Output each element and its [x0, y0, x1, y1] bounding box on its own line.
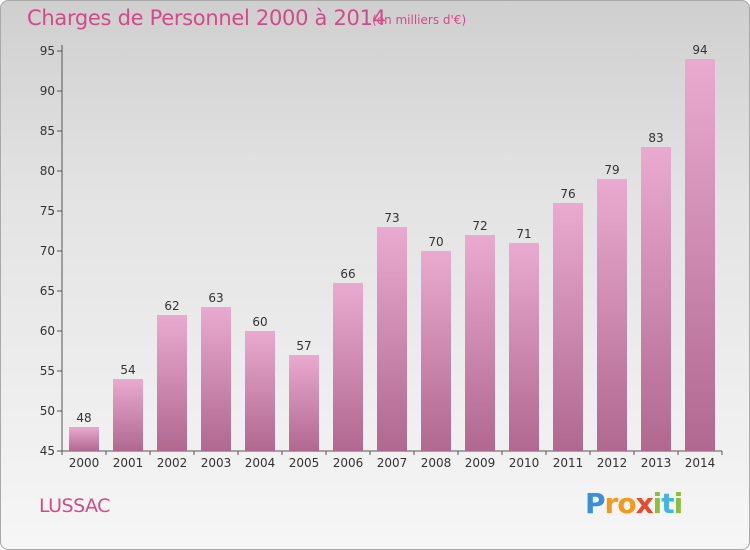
y-tick-label: 60: [40, 324, 55, 338]
data-label: 60: [252, 315, 267, 329]
chart-title: Charges de Personnel 2000 à 2014: [27, 6, 386, 30]
bar: [201, 307, 231, 451]
bar: [597, 179, 627, 451]
logo-letter: x: [635, 487, 654, 520]
logo-letter: o: [617, 487, 636, 520]
proxiti-logo[interactable]: Proxiti: [585, 487, 684, 520]
bar: [333, 283, 363, 451]
bar: [509, 243, 539, 451]
bar: [553, 203, 583, 451]
x-tick-label: 2009: [465, 456, 496, 470]
x-tick-label: 2002: [157, 456, 188, 470]
axes: 45 50 55 60 65 70 75 80 85 90 95 2000 2001 2002 2003 20…: [40, 44, 723, 470]
y-tick-label: 85: [40, 124, 55, 138]
bar: [465, 235, 495, 451]
y-tick-label: 75: [40, 204, 55, 218]
data-label: 54: [120, 363, 135, 377]
bar: [69, 427, 99, 451]
data-label: 48: [76, 411, 91, 425]
bar: [289, 355, 319, 451]
data-label: 57: [296, 339, 311, 353]
x-tick-label: 2006: [333, 456, 364, 470]
bar: [685, 59, 715, 451]
y-tick-label: 45: [40, 444, 55, 458]
data-label: 76: [560, 187, 575, 201]
value-labels: 48 54 62 63 60 57 66 73 70 72 71 76 79 83 94: [76, 43, 707, 425]
bar: [641, 147, 671, 451]
y-tick-label: 55: [40, 364, 55, 378]
x-tick-label: 2010: [509, 456, 540, 470]
bar: [377, 227, 407, 451]
data-label: 63: [208, 291, 223, 305]
data-label: 72: [472, 219, 487, 233]
bars: [69, 59, 715, 451]
bar: [421, 251, 451, 451]
y-tick-label: 90: [40, 84, 55, 98]
x-tick-label: 2012: [597, 456, 628, 470]
data-label: 66: [340, 267, 355, 281]
x-tick-label: 2013: [641, 456, 672, 470]
x-tick-label: 2007: [377, 456, 408, 470]
logo-letter: P: [585, 487, 606, 520]
y-tick-label: 70: [40, 244, 55, 258]
data-label: 79: [604, 163, 619, 177]
y-tick-label: 50: [40, 404, 55, 418]
logo-letter: t: [661, 487, 674, 520]
x-tick-label: 2014: [685, 456, 716, 470]
logo-letter: i: [673, 487, 684, 520]
x-tick-label: 2004: [245, 456, 276, 470]
x-tick-label: 2008: [421, 456, 452, 470]
data-label: 73: [384, 211, 399, 225]
town-name: LUSSAC: [39, 495, 110, 517]
data-label: 94: [692, 43, 707, 57]
x-tick-label: 2001: [113, 456, 144, 470]
y-tick-label: 80: [40, 164, 55, 178]
logo-letter: i: [652, 487, 663, 520]
bar: [245, 331, 275, 451]
data-label: 62: [164, 299, 179, 313]
x-tick-label: 2005: [289, 456, 320, 470]
x-tick-label: 2003: [201, 456, 232, 470]
logo-letter: r: [604, 487, 619, 520]
data-label: 70: [428, 235, 443, 249]
chart-subtitle: (en milliers d'€): [372, 13, 467, 27]
y-tick-label: 65: [40, 284, 55, 298]
bar: [157, 315, 187, 451]
x-tick-label: 2011: [553, 456, 584, 470]
data-label: 83: [648, 131, 663, 145]
data-label: 71: [516, 227, 531, 241]
bar: [113, 379, 143, 451]
x-tick-label: 2000: [69, 456, 100, 470]
y-tick-label: 95: [40, 44, 55, 58]
